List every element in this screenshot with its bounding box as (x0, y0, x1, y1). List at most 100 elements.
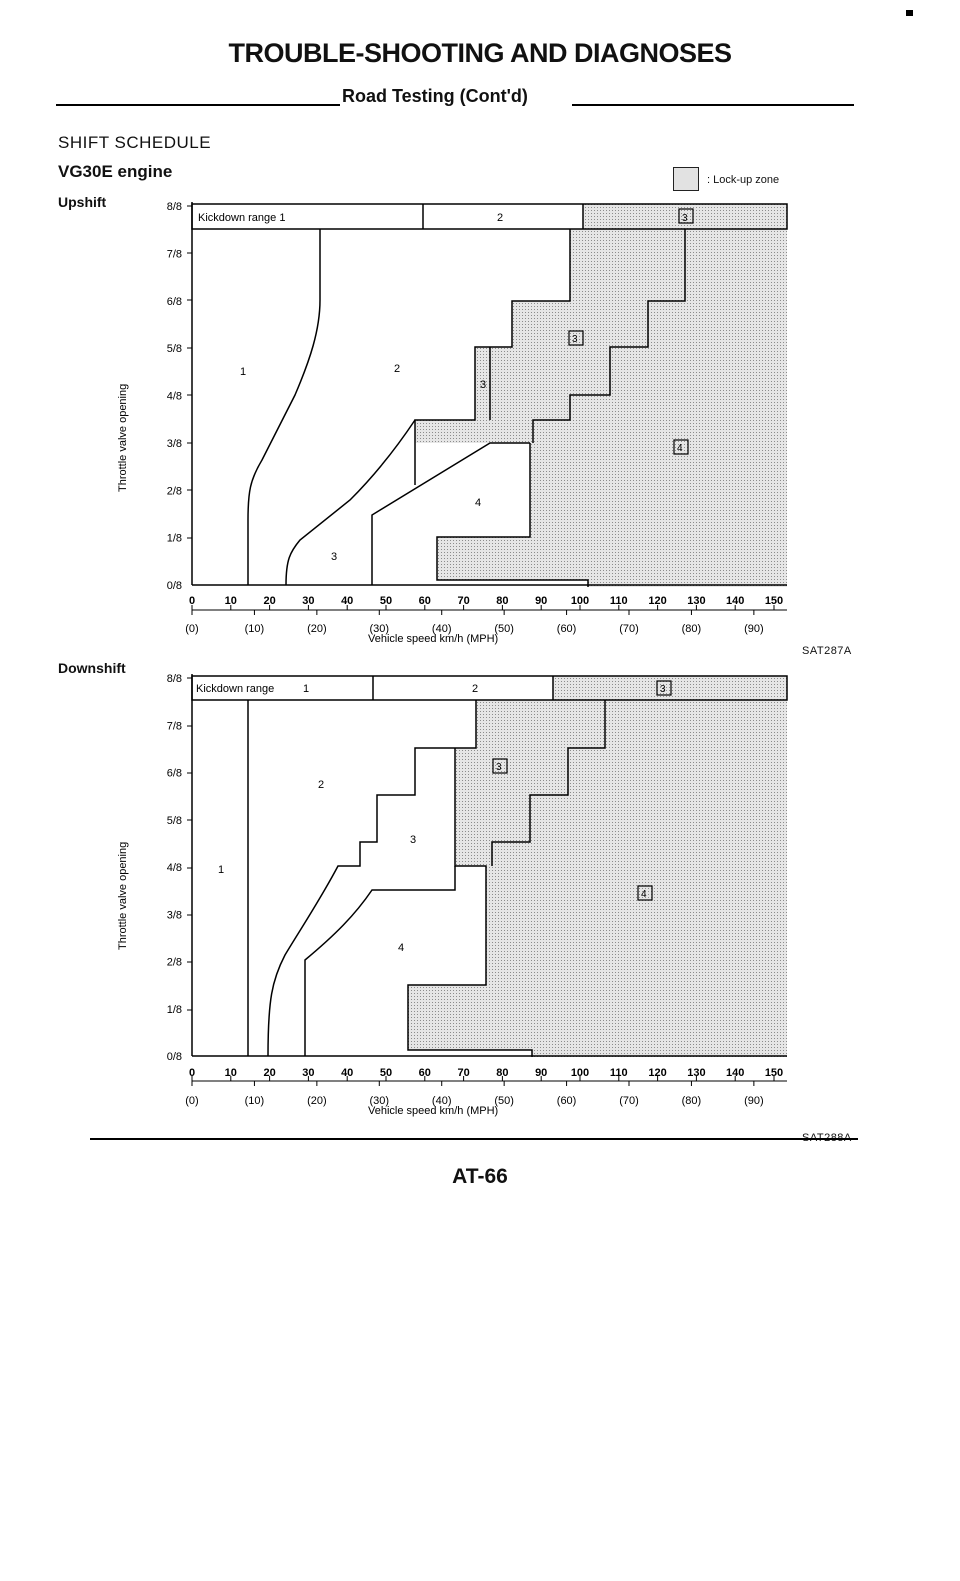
downshift-xtick-mph: (60) (557, 1095, 577, 1107)
page-title: TROUBLE-SHOOTING AND DIAGNOSES (228, 38, 732, 68)
upshift-xtick-kmh: 80 (496, 595, 508, 607)
downshift-4-3-line (304, 866, 456, 1056)
downshift-xtick-kmh: 120 (648, 1067, 666, 1079)
upshift-band-3: 3 (682, 213, 688, 224)
downshift-xtick-kmh: 80 (496, 1067, 508, 1079)
upshift-lockup-4: 4 (677, 443, 683, 454)
section-title: SHIFT SCHEDULE (58, 133, 212, 152)
downshift-xtick-mph: (0) (185, 1095, 198, 1107)
engine-label: VG30E engine (58, 162, 173, 181)
downshift-zone-2: 2 (318, 779, 324, 791)
downshift-ytick-label: 6/8 (167, 768, 182, 780)
upshift-xtick-mph: (80) (682, 623, 702, 635)
upshift-chart (187, 202, 788, 611)
downshift-zone-4: 4 (398, 942, 404, 954)
upshift-xtick-mph: (60) (557, 623, 577, 635)
upshift-ytick-label: 1/8 (167, 533, 182, 545)
upshift-ytick-label: 3/8 (167, 438, 182, 450)
upshift-zone-1: 1 (240, 366, 246, 378)
upshift-3-4-line (371, 442, 530, 585)
upshift-xtick-kmh: 10 (225, 595, 237, 607)
downshift-ytick-label: 5/8 (167, 815, 182, 827)
downshift-xtick-kmh: 40 (341, 1067, 353, 1079)
subtitle-rule-left (56, 104, 340, 106)
downshift-ytick-label: 8/8 (167, 673, 182, 685)
upshift-xtick-mph: (90) (744, 623, 764, 635)
lock-up-zone-swatch (673, 167, 699, 191)
downshift-xtick-kmh: 20 (263, 1067, 275, 1079)
upshift-xtick-kmh: 120 (648, 595, 666, 607)
upshift-xtick-kmh: 70 (457, 595, 469, 607)
downshift-xtick-kmh: 150 (765, 1067, 783, 1079)
downshift-3-2-line (267, 700, 477, 1057)
upshift-ytick-label: 5/8 (167, 343, 182, 355)
downshift-lockup-3: 3 (496, 762, 502, 773)
downshift-xtick-mph: (50) (494, 1095, 514, 1107)
footer-rule (90, 1138, 858, 1140)
corner-mark (906, 10, 913, 16)
downshift-xlabel: Vehicle speed km/h (MPH) (368, 1105, 498, 1117)
downshift-xtick-kmh: 50 (380, 1067, 392, 1079)
downshift-ytick-label: 4/8 (167, 862, 182, 874)
downshift-xtick-mph: (30) (370, 1095, 390, 1107)
page-number: AT-66 (452, 1165, 508, 1188)
upshift-xtick-kmh: 100 (571, 595, 589, 607)
upshift-xtick-mph: (70) (619, 623, 639, 635)
downshift-ytick-label: 3/8 (167, 909, 182, 921)
upshift-ytick-label: 4/8 (167, 391, 182, 403)
downshift-zone-3: 3 (410, 834, 416, 846)
upshift-ytick-label: 2/8 (167, 485, 182, 497)
upshift-zone-3a: 3 (480, 379, 486, 391)
upshift-xtick-mph: (20) (307, 623, 327, 635)
downshift-ytick-label: 7/8 (167, 720, 182, 732)
downshift-ytick-label: 1/8 (167, 1004, 182, 1016)
downshift-xtick-kmh: 60 (419, 1067, 431, 1079)
upshift-2-3-line (285, 419, 416, 586)
upshift-ytick-label: 0/8 (167, 580, 182, 592)
upshift-ytick-label: 7/8 (167, 248, 182, 260)
downshift-label: Downshift (58, 660, 126, 676)
downshift-xtick-kmh: 130 (687, 1067, 705, 1079)
downshift-xtick-kmh: 0 (189, 1067, 195, 1079)
downshift-xtick-kmh: 140 (726, 1067, 744, 1079)
downshift-xtick-kmh: 30 (302, 1067, 314, 1079)
upshift-xlabel: Vehicle speed km/h (MPH) (368, 633, 498, 645)
downshift-zone-1: 1 (218, 864, 224, 876)
upshift-xtick-kmh: 30 (302, 595, 314, 607)
upshift-xtick-kmh: 140 (726, 595, 744, 607)
upshift-xtick-kmh: 0 (189, 595, 195, 607)
downshift-xtick-mph: (80) (682, 1095, 702, 1107)
upshift-xtick-mph: (40) (432, 623, 452, 635)
upshift-band-kickdown: Kickdown range 1 (198, 212, 285, 224)
downshift-xtick-kmh: 10 (225, 1067, 237, 1079)
downshift-band-kickdown: Kickdown range (196, 683, 274, 695)
upshift-ytick-label: 6/8 (167, 296, 182, 308)
upshift-band-2: 2 (497, 212, 503, 224)
upshift-zone-2: 2 (394, 363, 400, 375)
upshift-xtick-kmh: 20 (263, 595, 275, 607)
upshift-xtick-kmh: 110 (610, 595, 628, 607)
upshift-zone-4: 4 (475, 497, 481, 509)
upshift-xtick-kmh: 130 (687, 595, 705, 607)
downshift-band-1: 1 (303, 683, 309, 695)
upshift-xtick-kmh: 60 (419, 595, 431, 607)
upshift-xtick-kmh: 150 (765, 595, 783, 607)
lock-up-zone-legend: : Lock-up zone (707, 174, 780, 186)
downshift-xtick-kmh: 70 (457, 1067, 469, 1079)
upshift-ylabel: Throttle valve opening (117, 384, 129, 492)
downshift-ytick-label: 0/8 (167, 1051, 182, 1063)
downshift-band-2: 2 (472, 683, 478, 695)
downshift-xtick-kmh: 100 (571, 1067, 589, 1079)
upshift-ytick-label: 8/8 (167, 201, 182, 213)
upshift-zone-3b: 3 (331, 551, 337, 563)
downshift-ylabel: Throttle valve opening (117, 842, 129, 950)
figure-code-upshift: SAT287A (802, 645, 852, 657)
upshift-xtick-kmh: 40 (341, 595, 353, 607)
subtitle-rule-right (572, 104, 854, 106)
upshift-xtick-kmh: 90 (535, 595, 547, 607)
downshift-xtick-kmh: 90 (535, 1067, 547, 1079)
upshift-xtick-kmh: 50 (380, 595, 392, 607)
downshift-xtick-mph: (40) (432, 1095, 452, 1107)
upshift-xtick-mph: (0) (185, 623, 198, 635)
